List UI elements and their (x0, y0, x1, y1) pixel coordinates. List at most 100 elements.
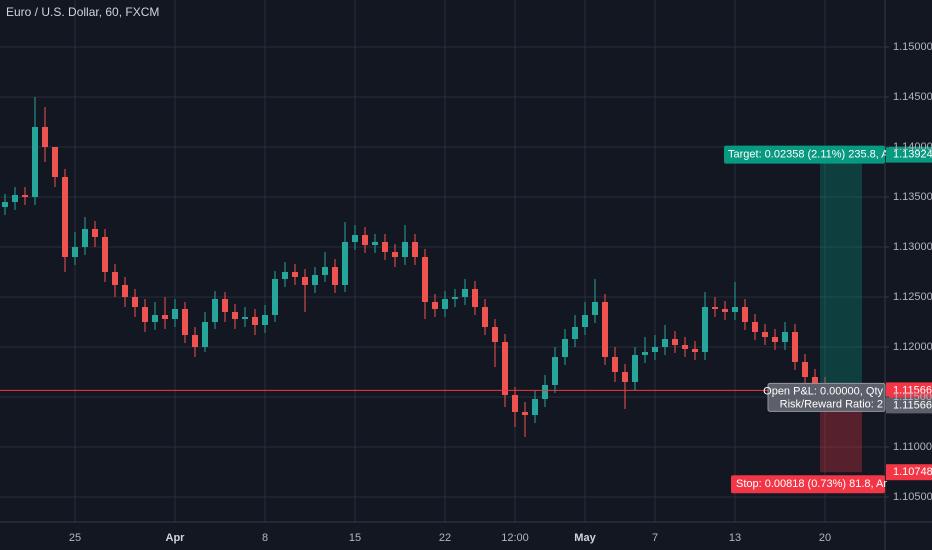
target-label-box (724, 145, 885, 164)
candle-body (32, 127, 38, 197)
candle-body (132, 297, 138, 307)
candle-body (52, 147, 58, 177)
stop-label: Stop: 0.00818 (0.73%) 81.8, Ar (736, 478, 887, 490)
y-tick-label: 1.13000 (893, 241, 932, 253)
candle-body (212, 299, 218, 322)
candle-body (342, 242, 348, 285)
profit-zone (820, 154, 862, 391)
candle-body (262, 315, 268, 325)
y-tick-label: 1.10500 (893, 491, 932, 503)
candle-body (462, 289, 468, 297)
candle-body (482, 307, 488, 327)
candle-body (762, 332, 768, 337)
candle-body (12, 195, 18, 202)
x-tick-label: 13 (729, 532, 741, 544)
candle-body (282, 272, 288, 279)
price-label: 1.13924 (893, 149, 932, 161)
candle-body (492, 327, 498, 342)
x-tick-label: 8 (262, 532, 268, 544)
candle-body (352, 235, 358, 242)
x-tick-label: May (574, 532, 596, 544)
candle-body (662, 339, 668, 347)
candle-body (812, 377, 818, 385)
candle-body (782, 332, 788, 342)
candle-body (402, 242, 408, 257)
candle-body (72, 247, 78, 257)
price-label: 1.10748 (893, 466, 932, 478)
stop-label-box (731, 475, 885, 494)
candle-body (292, 272, 298, 277)
candle-body (532, 399, 538, 415)
candle-body (182, 309, 188, 335)
candle-body (102, 237, 108, 272)
candle-body (422, 257, 428, 302)
candle-body (192, 335, 198, 347)
candle-body (322, 267, 328, 275)
price-label-box (886, 397, 932, 414)
y-tick-label: 1.12000 (893, 341, 932, 353)
candle-body (502, 342, 508, 395)
candle-body (22, 195, 28, 197)
candle-body (452, 297, 458, 299)
plot (2, 97, 828, 437)
candle-body (412, 242, 418, 257)
candle-body (722, 309, 728, 312)
candle-body (362, 235, 368, 245)
candle-body (572, 327, 578, 339)
y-tick-label: 1.14000 (893, 141, 932, 153)
x-tick-label: 22 (439, 532, 451, 544)
price-label: 1.11566 (893, 399, 932, 411)
candle-body (112, 272, 118, 285)
x-tick-label: Apr (166, 532, 186, 544)
pnl-label: Open P&L: 0.00000, Qty (763, 385, 883, 397)
candle-body (392, 252, 398, 257)
chart-title: Euro / U.S. Dollar, 60, FXCM (6, 5, 159, 19)
candle-body (302, 277, 308, 285)
candle-body (172, 309, 178, 319)
candle-body (272, 279, 278, 315)
price-label-box (886, 146, 932, 163)
overlay: Target: 0.02358 (2.11%) 235.8, A Open P&L… (0, 145, 932, 494)
y-tick-label: 1.11500 (893, 391, 932, 403)
rr-label: Risk/Reward Ratio: 2 (780, 398, 883, 410)
candle-body (82, 229, 88, 247)
candle-body (512, 395, 518, 412)
candle-body (232, 312, 238, 319)
candle-body (802, 362, 808, 377)
candle-body (542, 385, 548, 399)
candle-body (312, 275, 318, 285)
candle-body (242, 317, 248, 319)
candle-body (332, 267, 338, 285)
candle-body (622, 372, 628, 382)
candle-body (592, 302, 598, 315)
candle-body (752, 322, 758, 332)
candle-body (432, 302, 438, 309)
y-tick-label: 1.12500 (893, 291, 932, 303)
candle-body (92, 229, 98, 237)
candle-body (772, 337, 778, 342)
candle-body (252, 317, 258, 325)
y-tick-label: 1.13500 (893, 191, 932, 203)
y-tick-label: 1.11000 (893, 441, 932, 453)
candle-body (682, 345, 688, 349)
candle-body (672, 339, 678, 345)
candle-body (692, 349, 698, 352)
candle-body (732, 307, 738, 312)
price-label-box (886, 382, 932, 399)
x-tick-label: 25 (69, 532, 81, 544)
candle-body (142, 307, 148, 322)
candle-body (792, 332, 798, 362)
candle-body (122, 285, 128, 297)
candle-body (742, 307, 748, 322)
candle-body (612, 357, 618, 372)
candle-body (62, 177, 68, 257)
x-tick-label: 7 (652, 532, 658, 544)
candle-body (152, 315, 158, 322)
candle-body (42, 127, 48, 147)
y-tick-label: 1.15000 (893, 41, 932, 53)
candle-body (602, 302, 608, 357)
candle-body (442, 299, 448, 309)
x-tick-label: 15 (349, 532, 361, 544)
price-label-box (886, 464, 932, 481)
